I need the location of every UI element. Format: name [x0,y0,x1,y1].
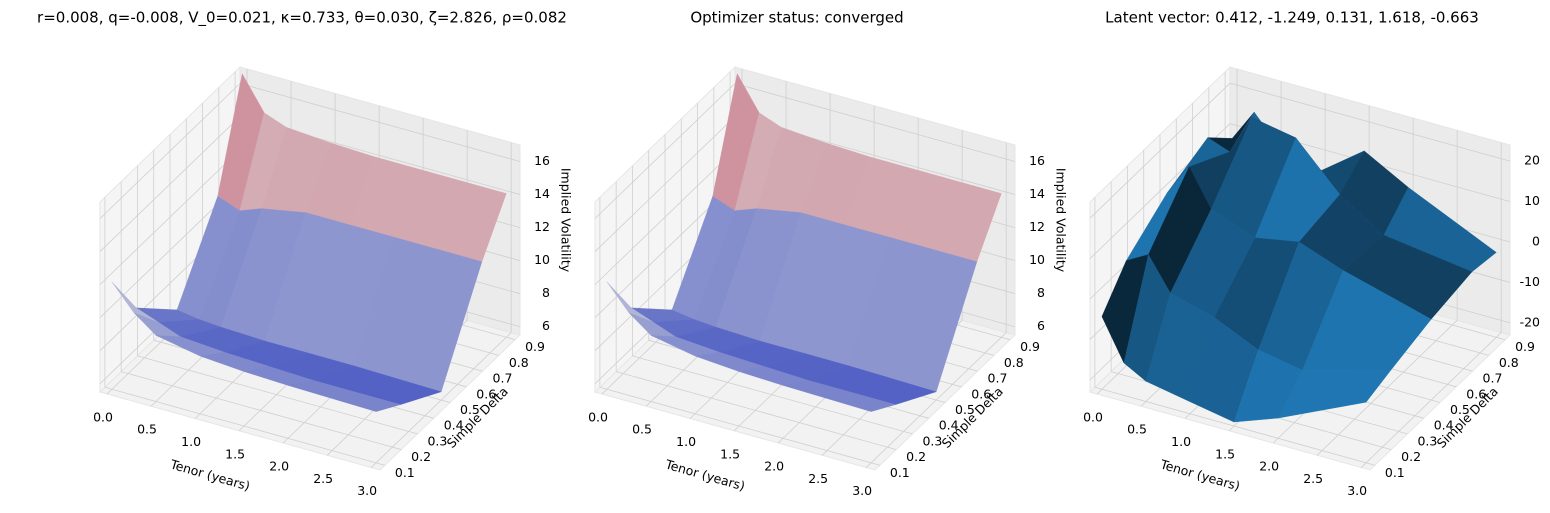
x-tick-label: 0.0 [93,409,113,424]
z-tick-label: 16 [534,153,550,168]
z-axis-label: Implied Volatility [559,168,574,273]
surface-patch [1277,370,1391,419]
x-tick-label: 1.5 [1215,446,1235,461]
y-tick-label: 0.2 [906,449,926,464]
z-tick-label: 14 [534,186,550,201]
x-tick-label: 2.5 [808,471,828,486]
y-tick-label: 0.3 [922,433,942,448]
grid-line [1094,386,1375,466]
x-tick-label: 1.5 [225,446,245,461]
z-tick-label: 10 [534,252,550,267]
x-tick-label: 0.0 [1083,409,1103,424]
z-axis-label: Implied Volatility [1054,168,1069,273]
grid-line [1089,82,1231,219]
x-tick-label: 2.0 [764,459,784,474]
y-tick-label: 0.9 [1020,339,1040,354]
y-tick-label: 0.7 [1483,371,1503,386]
grid-line [734,83,1016,162]
y-tick-label: 0.4 [444,418,464,433]
z-tick-label: 12 [1029,219,1045,234]
x-tick-label: 3.0 [852,483,872,498]
y-tick-label: 0.7 [988,371,1008,386]
z-tick-label: 10 [1524,193,1540,208]
subplot: Latent vector: 0.412, -1.249, 0.131, 1.6… [1083,9,1540,499]
y-tick-label: 0.6 [476,386,496,401]
z-tick-label: 12 [534,219,550,234]
y-tick-label: 0.9 [1515,339,1535,354]
subplot-title: Optimizer status: converged [690,9,903,27]
y-tick-label: 0.8 [509,355,529,370]
grid-line [632,355,913,435]
y-tick-label: 0.6 [1466,386,1486,401]
grid-line [104,386,385,466]
grid-line [99,149,241,285]
subplot: r=0.008, q=-0.008, V_0=0.021, κ=0.733, θ… [37,9,573,499]
y-tick-label: 0.8 [1004,355,1024,370]
grid-line [594,149,736,285]
y-tick-label: 0.4 [1434,418,1454,433]
y-tick-label: 0.1 [1385,465,1405,480]
grid-line [121,371,402,450]
x-axis-label: Tenor (years) [663,456,747,493]
grid-line [616,371,897,450]
x-tick-label: 2.0 [269,459,289,474]
surface-patch [782,379,897,412]
x-tick-label: 3.0 [1347,483,1367,498]
y-tick-label: 0.2 [1401,449,1421,464]
x-tick-label: 1.0 [1171,434,1191,449]
grid-line [99,116,241,252]
x-tick-label: 0.5 [137,422,157,437]
z-tick-label: 0 [1532,234,1540,249]
z-tick-label: 6 [542,318,550,333]
y-tick-label: 0.4 [939,418,959,433]
y-tick-label: 0.2 [411,449,431,464]
grid-line [239,83,521,162]
grid-line [1229,82,1511,162]
y-tick-label: 0.5 [955,402,975,417]
x-axis-label: Tenor (years) [1158,456,1242,493]
surface-patch [287,379,402,412]
x-tick-label: 0.0 [588,409,608,424]
subplot-title: r=0.008, q=-0.008, V_0=0.021, κ=0.733, θ… [37,9,567,28]
z-tick-label: -20 [1520,314,1540,329]
z-tick-label: 8 [1037,285,1045,300]
x-tick-label: 2.0 [1259,459,1279,474]
z-tick-label: -10 [1520,274,1540,289]
y-tick-label: 0.6 [971,386,991,401]
y-tick-label: 0.7 [493,371,513,386]
z-tick-label: 16 [1029,153,1045,168]
y-tick-label: 0.3 [1417,433,1437,448]
grid-line [594,116,736,252]
x-tick-label: 0.5 [1127,422,1147,437]
subplot: Optimizer status: converged 0.0 0.5 1.0 1.5 2… [588,9,1068,499]
grid-line [99,83,241,219]
x-tick-label: 2.5 [313,471,333,486]
x-tick-label: 3.0 [357,483,377,498]
y-tick-label: 0.9 [525,339,545,354]
z-tick-label: 6 [1037,318,1045,333]
x-tick-label: 1.0 [676,434,696,449]
x-tick-label: 1.0 [181,434,201,449]
x-tick-label: 0.5 [632,422,652,437]
subplot-title: Latent vector: 0.412, -1.249, 0.131, 1.6… [1105,9,1479,27]
grid-line [594,83,736,219]
x-axis-label: Tenor (years) [168,456,252,493]
grid-line [137,355,418,435]
y-tick-label: 0.1 [890,465,910,480]
y-tick-label: 0.5 [460,402,480,417]
z-tick-label: 14 [1029,186,1045,201]
x-tick-label: 1.5 [720,446,740,461]
z-tick-label: 8 [542,285,550,300]
z-tick-label: 10 [1029,252,1045,267]
y-tick-label: 0.1 [395,465,415,480]
grid-line [599,386,880,466]
y-tick-label: 0.8 [1499,355,1519,370]
y-tick-label: 0.3 [427,433,447,448]
y-tick-label: 0.5 [1450,402,1470,417]
z-tick-label: 20 [1524,153,1540,168]
x-tick-label: 2.5 [1303,471,1323,486]
